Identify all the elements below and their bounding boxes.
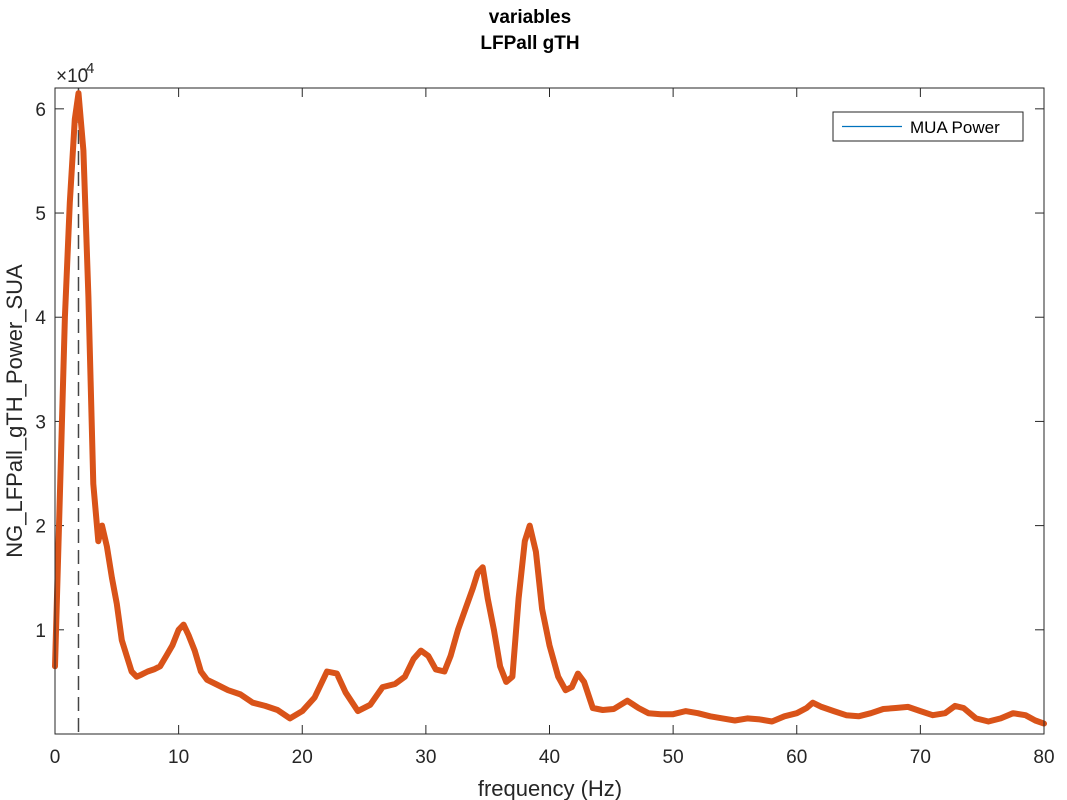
x-tick-label: 30 — [415, 747, 436, 768]
x-tick-label: 40 — [539, 747, 560, 768]
y-tick-label: 3 — [35, 412, 46, 433]
x-tick-label: 0 — [50, 747, 61, 768]
title-group: variables LFPall gTH — [480, 7, 579, 54]
y-tick-label: 4 — [35, 308, 46, 329]
legend: MUA Power — [832, 111, 1024, 142]
legend-entry-mua-power: MUA Power — [910, 118, 1000, 137]
x-tick-label: 70 — [910, 747, 931, 768]
y-tick-label: 1 — [35, 621, 46, 642]
y-exponent-power: -4 — [81, 60, 94, 77]
x-tick-label: 20 — [292, 747, 313, 768]
chart-title: variables — [489, 7, 571, 28]
x-tick-label: 60 — [786, 747, 807, 768]
y-tick-label: 5 — [35, 204, 46, 225]
chart-subtitle: LFPall gTH — [480, 33, 579, 54]
x-tick-label: 80 — [1033, 747, 1054, 768]
y-axis-label: NG_LFPall_gTH_Power_SUA — [2, 264, 27, 558]
y-exponent-base: ×10 — [56, 66, 88, 87]
y-exponent: ×10 -4 — [56, 60, 94, 87]
series-line — [52, 90, 1047, 727]
x-tick-label: 50 — [663, 747, 684, 768]
x-tick-label: 10 — [168, 747, 189, 768]
y-tick-label: 2 — [35, 517, 46, 538]
x-axis-label: frequency (Hz) — [478, 776, 622, 800]
axes-box — [54, 87, 1045, 735]
y-tick-label: 6 — [35, 100, 46, 121]
